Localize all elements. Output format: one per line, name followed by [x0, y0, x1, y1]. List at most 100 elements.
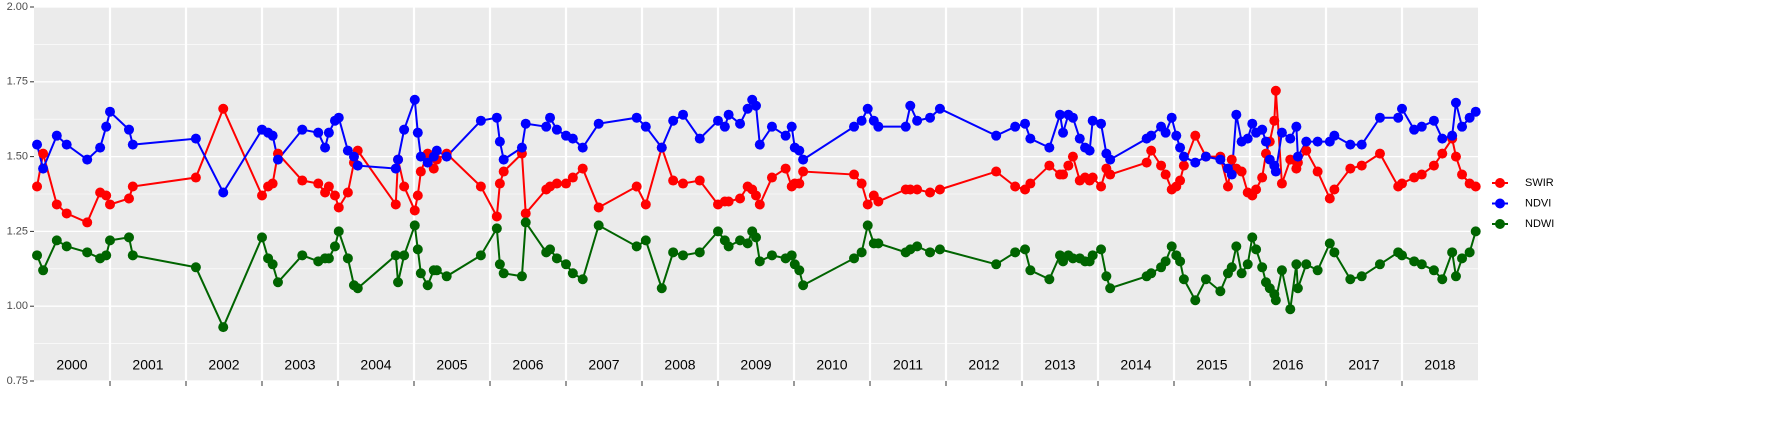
data-point — [412, 190, 423, 201]
data-point — [1175, 142, 1186, 153]
data-point — [1247, 232, 1258, 243]
data-point — [934, 184, 945, 195]
data-point — [1010, 121, 1021, 132]
data-point — [912, 115, 923, 126]
data-point — [723, 241, 734, 252]
data-point — [551, 253, 562, 264]
data-point — [409, 220, 420, 231]
data-point — [520, 217, 531, 228]
x-tick-label: 2001 — [132, 357, 163, 373]
data-point — [631, 112, 642, 123]
data-point — [1105, 154, 1116, 165]
data-point — [577, 274, 588, 285]
data-point — [713, 226, 723, 237]
x-tick-label: 2003 — [284, 357, 315, 373]
data-point — [1096, 244, 1107, 255]
data-point — [862, 199, 873, 210]
data-point — [1231, 241, 1242, 252]
data-point — [218, 187, 229, 198]
x-tick-label: 2011 — [893, 357, 923, 373]
data-point — [723, 196, 734, 207]
data-point — [694, 133, 705, 144]
data-point — [1063, 160, 1074, 171]
data-point — [934, 244, 945, 255]
data-point — [1257, 262, 1268, 273]
data-point — [475, 250, 486, 261]
data-point — [1270, 85, 1281, 96]
data-point — [1257, 172, 1268, 183]
data-point — [101, 121, 112, 132]
data-point — [1171, 130, 1182, 141]
data-point — [754, 199, 765, 210]
data-point — [1397, 178, 1407, 189]
data-point — [713, 115, 723, 126]
data-point — [1247, 118, 1258, 129]
data-point — [218, 103, 229, 114]
data-point — [1175, 256, 1186, 267]
data-point — [925, 112, 936, 123]
data-point — [297, 124, 308, 135]
data-point — [491, 211, 502, 222]
data-point — [61, 241, 72, 252]
data-point — [754, 256, 765, 267]
data-point — [1105, 283, 1116, 294]
data-point — [1025, 133, 1036, 144]
data-point — [668, 175, 679, 186]
data-point — [498, 154, 509, 165]
data-point — [1226, 154, 1237, 165]
data-point — [723, 109, 734, 120]
data-point — [1356, 271, 1367, 282]
data-point — [567, 172, 578, 183]
data-point — [631, 181, 642, 192]
data-point — [640, 235, 651, 246]
data-point — [32, 250, 43, 261]
data-point — [991, 259, 1002, 270]
data-point — [1200, 274, 1211, 285]
data-point — [856, 178, 867, 189]
data-point — [561, 259, 571, 270]
data-point — [494, 136, 505, 147]
data-point — [1067, 112, 1078, 123]
data-point — [1010, 247, 1021, 258]
data-point — [1329, 130, 1340, 141]
data-point — [1416, 259, 1427, 270]
data-point — [323, 253, 334, 264]
data-point — [390, 250, 401, 261]
data-point — [545, 244, 556, 255]
y-tick-label: 1.00 — [7, 300, 28, 312]
data-point — [32, 139, 43, 150]
data-point — [516, 271, 527, 282]
data-point — [1242, 259, 1253, 270]
data-point — [1270, 295, 1281, 306]
x-tick-label: 2006 — [512, 357, 543, 373]
data-point — [1450, 97, 1461, 108]
data-point — [101, 250, 112, 261]
data-point — [656, 283, 667, 294]
data-point — [856, 247, 867, 258]
data-point — [593, 220, 604, 231]
data-point — [1055, 109, 1065, 120]
data-point — [1470, 106, 1481, 117]
data-point — [905, 184, 916, 195]
data-point — [1329, 247, 1340, 258]
data-point — [1312, 265, 1323, 276]
data-point — [719, 121, 730, 132]
data-point — [127, 181, 138, 192]
data-point — [124, 232, 134, 243]
legend-label: NDWI — [1525, 218, 1554, 230]
data-point — [1096, 181, 1107, 192]
data-point — [1236, 166, 1247, 177]
data-point — [1190, 295, 1201, 306]
x-tick-label: 2012 — [968, 357, 999, 373]
data-point — [399, 124, 410, 135]
data-point — [348, 151, 359, 162]
data-point — [1470, 181, 1481, 192]
data-point — [494, 178, 505, 189]
x-tick-label: 2004 — [360, 357, 391, 373]
data-point — [498, 166, 509, 177]
data-point — [1285, 133, 1296, 144]
data-point — [766, 172, 777, 183]
data-point — [1058, 169, 1069, 180]
data-point — [105, 235, 115, 246]
data-point — [577, 163, 588, 174]
